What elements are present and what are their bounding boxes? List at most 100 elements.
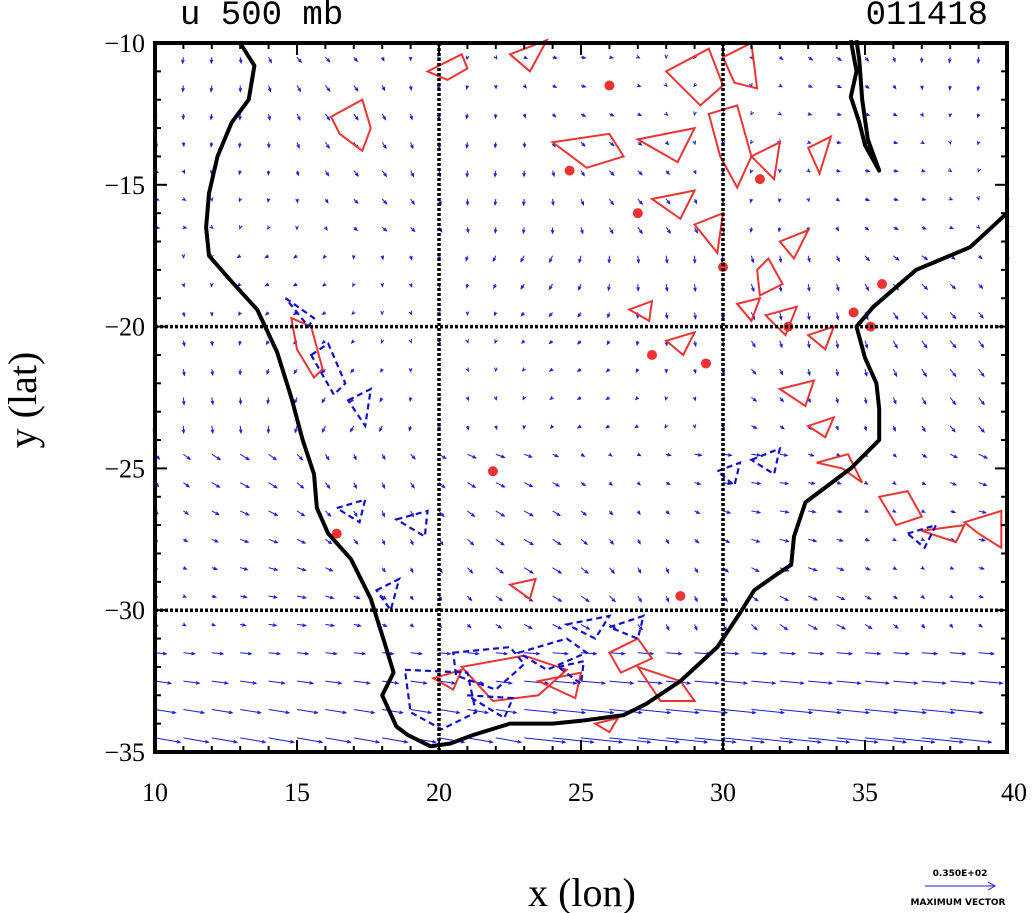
wind-vector-head — [636, 452, 642, 457]
wind-vector-head — [610, 569, 616, 574]
wind-vector-head — [296, 116, 301, 121]
wind-vector — [495, 652, 508, 655]
wind-vector-head — [422, 681, 428, 685]
wind-vector-head — [749, 198, 754, 204]
wind-vector-head — [548, 312, 553, 318]
wind-vector-head — [664, 368, 669, 374]
wind-vector-head — [978, 255, 983, 260]
wind-vector-head — [337, 681, 343, 685]
wind-vector-head — [181, 169, 186, 175]
wind-vector-head — [948, 140, 952, 146]
wind-vector — [722, 680, 747, 684]
wind-vector-head — [467, 624, 472, 629]
wind-vector-head — [658, 681, 663, 685]
wind-vector — [183, 652, 195, 655]
wind-vector — [296, 567, 306, 571]
wind-vector-head — [921, 509, 926, 513]
wind-vector-head — [892, 566, 898, 571]
wind-vector-head — [868, 625, 873, 630]
wind-vector — [864, 708, 898, 714]
wind-vector-head — [923, 372, 928, 378]
negative-contour — [748, 446, 782, 476]
wind-vector — [921, 368, 927, 377]
wind-vector-head — [755, 568, 760, 572]
wind-vector-head — [749, 139, 754, 145]
wind-vector-head — [811, 481, 816, 485]
wind-vector-head — [976, 86, 981, 92]
wind-vector-head — [749, 228, 754, 234]
wind-vector-head — [894, 624, 899, 629]
wind-vector-head — [554, 453, 560, 458]
positive-contour — [664, 47, 725, 107]
wind-vector — [239, 510, 249, 516]
wind-vector-head — [522, 425, 527, 430]
wind-vector — [154, 708, 176, 714]
wind-vector-head — [913, 681, 919, 685]
wind-vector-head — [517, 739, 523, 744]
wind-vector-head — [181, 87, 185, 93]
wind-vector-head — [610, 142, 615, 147]
wind-vector-head — [585, 598, 590, 603]
wind-vector-head — [584, 569, 590, 574]
wind-vector-head — [950, 710, 956, 715]
wind-vector-head — [167, 681, 173, 685]
wind-vector-head — [840, 596, 846, 601]
wind-vector-head — [302, 595, 308, 599]
wind-vector-head — [755, 539, 761, 543]
wind-vector-head — [354, 116, 359, 121]
wind-vector-head — [356, 595, 361, 600]
wind-vector-head — [837, 481, 842, 485]
wind-vector-head — [865, 537, 871, 542]
wind-vector-head — [171, 710, 177, 715]
wind-vector-head — [876, 651, 882, 656]
wind-vector-head — [498, 597, 504, 602]
wind-vector-head — [557, 598, 563, 602]
coastline — [204, 41, 1009, 749]
wind-vector-head — [585, 626, 591, 630]
wind-vector-head — [621, 651, 626, 656]
wind-vector-head — [692, 259, 697, 264]
wind-vector-head — [552, 84, 558, 88]
wind-vector-head — [835, 399, 839, 404]
wind-vector-head — [326, 116, 331, 121]
wind-vector — [836, 595, 845, 600]
x-tick-label: 15 — [284, 778, 310, 807]
max-vector-arrowhead — [987, 881, 997, 891]
wind-vector-head — [325, 456, 330, 461]
wind-vector-head — [696, 481, 702, 486]
positive-maximum — [604, 80, 615, 91]
wind-vector — [609, 595, 616, 602]
wind-vector-head — [238, 311, 242, 317]
y-tick-label: −10 — [104, 29, 145, 58]
wind-vector-head — [865, 197, 871, 202]
wind-vector-head — [976, 196, 980, 201]
wind-vector — [296, 623, 306, 627]
x-tick-label: 35 — [852, 778, 878, 807]
wind-vector — [949, 397, 956, 405]
wind-vector-head — [576, 396, 582, 400]
positive-contour — [816, 453, 864, 484]
positive-contour — [962, 509, 1003, 550]
wind-vector-head — [750, 169, 754, 174]
wind-vector-head — [272, 456, 278, 461]
wind-vector-head — [649, 651, 655, 656]
x-tick-label: 25 — [568, 778, 594, 807]
wind-vector — [950, 652, 966, 655]
wind-vector-head — [494, 339, 498, 344]
wind-vector-head — [408, 310, 413, 316]
wind-vector — [779, 510, 789, 513]
wind-vector-head — [465, 339, 469, 344]
wind-vector-head — [835, 197, 841, 202]
wind-vector-head — [501, 483, 506, 488]
wind-vector-head — [905, 651, 910, 656]
negative-contour — [403, 668, 478, 731]
wind-vector-head — [465, 228, 470, 234]
wind-vector-head — [605, 396, 610, 400]
wind-vector-head — [472, 455, 477, 459]
wind-vector — [779, 708, 813, 714]
wind-vector-head — [779, 56, 784, 61]
wind-vector-head — [209, 115, 214, 121]
wind-vector-head — [771, 681, 777, 685]
wind-vector-head — [778, 315, 783, 321]
wind-vector-head — [210, 371, 215, 377]
